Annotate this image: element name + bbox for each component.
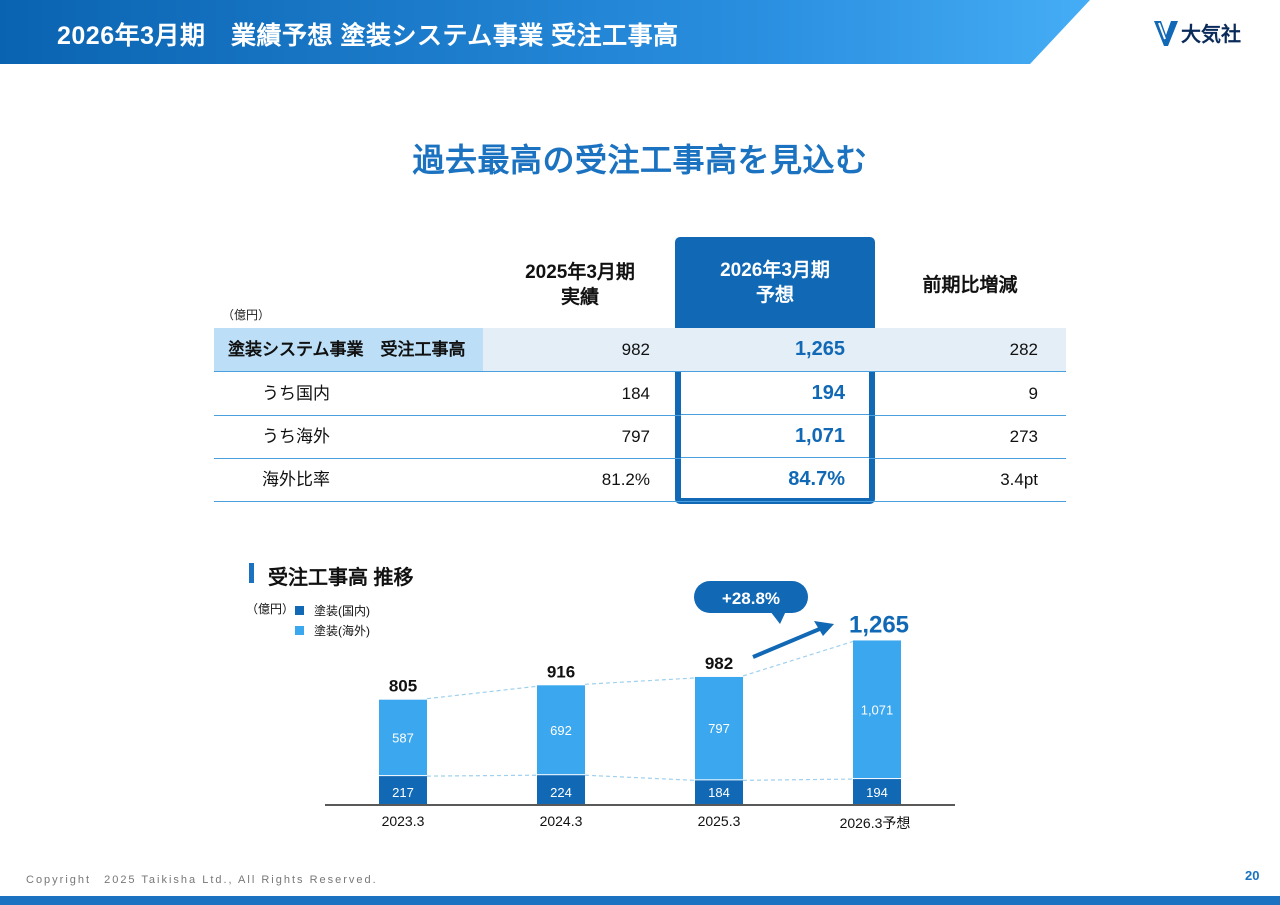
page-number: 20 [1245, 868, 1260, 883]
chart-section-title: 受注工事高 推移 [268, 567, 414, 589]
trend-connector-total [584, 677, 696, 685]
row-value-fy2025: 797 [621, 427, 650, 446]
bar-domestic [853, 779, 901, 804]
table-row: うち国内 184 9 [214, 372, 1066, 416]
row-value-change: 9 [1028, 384, 1038, 403]
row-label: うち海外 [262, 427, 330, 446]
header-bar [0, 0, 1090, 64]
data-label-total: 1,265 [849, 611, 909, 638]
bar-domestic [537, 775, 585, 804]
forecast-cell-row: 194 [214, 372, 1066, 415]
growth-badge [694, 581, 808, 613]
logo-mark-icon [1154, 20, 1178, 46]
row-value-fy2025: 81.2% [601, 470, 650, 489]
data-label-domestic: 184 [708, 785, 730, 800]
bar-domestic [379, 776, 427, 804]
footer-bar [0, 896, 1280, 905]
legend-swatch [295, 626, 304, 635]
bar-overseas [379, 699, 427, 776]
legend-item-domestic: 塗装(国内) [295, 602, 370, 619]
page-title: 2026年3月期 業績予想 塗装システム事業 受注工事高 [57, 22, 679, 50]
legend-item-overseas: 塗装(海外) [295, 622, 370, 639]
trend-connector-domestic [426, 774, 538, 777]
row-label: うち国内 [262, 384, 330, 403]
row-divider [681, 414, 869, 415]
column-header-fy2026-type: 予想 [755, 285, 794, 306]
row-label: 海外比率 [262, 470, 330, 489]
row-value-fy2025: 184 [621, 384, 650, 403]
column-header-fy2026: 2026年3月期 予想 [675, 258, 875, 308]
growth-arrow-head [814, 621, 834, 636]
trend-connector-total [742, 640, 854, 677]
data-label-total: 916 [547, 662, 575, 681]
data-label-domestic: 194 [866, 785, 888, 800]
data-label-domestic: 217 [392, 785, 414, 800]
row-divider [681, 457, 869, 458]
column-header-fy2025-type: 実績 [560, 287, 599, 308]
table-row: うち海外 797 273 [214, 415, 1066, 459]
row-value-change: 282 [1009, 340, 1038, 359]
row-label: 塗装システム事業 受注工事高 [214, 328, 483, 371]
table-row: 海外比率 81.2% 3.4pt [214, 458, 1066, 502]
trend-connector-domestic [742, 778, 854, 781]
bar-overseas [537, 685, 585, 775]
legend-swatch [295, 606, 304, 615]
forecast-value: 194 [811, 382, 845, 404]
x-tick-label: 2026.3予想 [840, 815, 911, 831]
column-header-fy2025-year: 2025年3月期 [525, 262, 635, 283]
trend-connector-domestic [584, 774, 696, 781]
chart-unit: （億円） [246, 602, 295, 616]
forecast-value: 1,071 [794, 425, 845, 447]
column-header-change: 前期比増減 [922, 275, 1018, 296]
bar-overseas [695, 676, 743, 780]
x-tick-label: 2024.3 [540, 813, 583, 829]
copyright: Copyright 2025 Taikisha Ltd., All Rights… [26, 874, 378, 886]
column-header-fy2025: 2025年3月期 実績 [480, 260, 680, 310]
data-label-overseas: 1,071 [861, 702, 894, 717]
table-row: 塗装システム事業 受注工事高 982 282 [214, 328, 1066, 372]
headline: 過去最高の受注工事高を見込む [412, 142, 868, 178]
bar-overseas [853, 640, 901, 779]
data-label-overseas: 797 [708, 721, 730, 736]
x-tick-label: 2023.3 [382, 813, 425, 829]
forecast-cell-row: 1,265 [214, 328, 1066, 371]
legend-label: 塗装(国内) [314, 604, 370, 618]
column-header-fy2026-year: 2026年3月期 [720, 260, 830, 281]
forecast-cell-row: 1,071 [214, 415, 1066, 458]
section-marker [249, 563, 254, 583]
row-value-change: 3.4pt [1000, 470, 1038, 489]
forecast-value: 1,265 [681, 328, 869, 371]
data-label-overseas: 587 [392, 730, 414, 745]
row-value-change: 273 [1009, 427, 1038, 446]
data-label-total: 982 [705, 654, 733, 673]
data-label-total: 805 [389, 677, 417, 696]
forecast-value: 84.7% [788, 468, 845, 490]
growth-arrow [752, 626, 823, 659]
company-logo: 大気社 [1153, 18, 1241, 47]
table-unit: （億円） [222, 308, 271, 322]
data-label-overseas: 692 [550, 723, 572, 738]
data-label-domestic: 224 [550, 785, 572, 800]
row-divider [681, 371, 869, 372]
growth-badge-label: +28.8% [722, 589, 780, 608]
row-value-fy2025: 982 [621, 340, 650, 359]
x-tick-label: 2025.3 [698, 813, 741, 829]
legend-label: 塗装(海外) [314, 624, 370, 638]
growth-badge-pointer [770, 611, 786, 624]
trend-connector-total [426, 685, 538, 700]
logo-text: 大気社 [1181, 24, 1241, 46]
bar-domestic [695, 780, 743, 804]
forecast-cell-row: 84.7% [214, 458, 1066, 501]
